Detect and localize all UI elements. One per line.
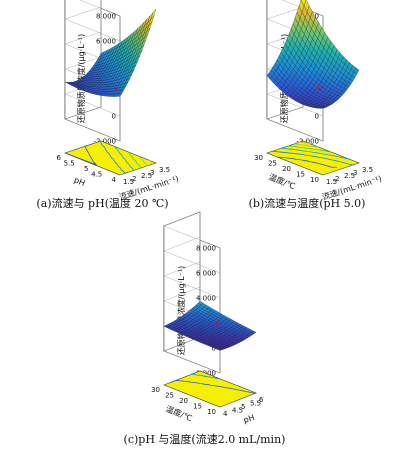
- caption-b: (b)流速与温度(pH 5.0): [248, 197, 366, 210]
- z-gridline: [64, 6, 121, 42]
- x-tick-label: 2: [335, 175, 339, 183]
- x-tick-label: 3.5: [159, 166, 170, 174]
- surface-patch: [250, 330, 257, 334]
- x-tick-label: 2.5: [141, 172, 152, 180]
- surface-patch: [150, 8, 157, 20]
- z-tick-label: 6 000: [196, 270, 216, 278]
- z-gridline: [163, 236, 221, 274]
- response-surface: [163, 301, 257, 351]
- y-tick-label: 6: [57, 154, 62, 162]
- contour-line: [270, 150, 355, 166]
- z-tick-label: 8 000: [196, 245, 216, 253]
- z-tick-label: 0: [212, 345, 216, 353]
- x-tick-label: 3.5: [362, 166, 373, 174]
- z-tick-label: 0: [112, 113, 116, 121]
- x-tick-label: 4.5: [232, 407, 243, 415]
- contour-line: [298, 141, 311, 145]
- contour-line: [99, 140, 127, 175]
- contour-line: [148, 159, 153, 165]
- x-tick-label: 2: [132, 175, 136, 183]
- x-tick-label: 3: [150, 169, 154, 177]
- y-tick-label: 25: [165, 392, 174, 400]
- z-tick-label: -2 000: [296, 138, 319, 146]
- y-tick-label: 10: [310, 176, 319, 184]
- contour-line: [114, 146, 135, 172]
- contour-floor: [163, 370, 257, 408]
- contour-line: [170, 380, 257, 394]
- optimum-point: [214, 321, 218, 325]
- y-tick-label: 4: [112, 176, 117, 184]
- contour-line: [128, 151, 142, 169]
- y-tick-label: 15: [193, 403, 202, 411]
- y-tick-label: 20: [179, 397, 188, 405]
- x-tick-label: 3: [353, 169, 357, 177]
- y-tick-label: 4.5: [91, 171, 102, 179]
- z-axis-label: 还原物质量浓度/(μg·L⁻¹): [176, 266, 186, 356]
- optimum-point: [317, 87, 321, 91]
- y-tick-label: 5.5: [64, 160, 75, 168]
- y-axis-label: 温度/℃: [267, 171, 296, 191]
- y-tick-label: 30: [254, 154, 263, 162]
- y-tick-label: 15: [296, 171, 305, 179]
- contour-line: [293, 143, 319, 148]
- y-tick-label: 25: [268, 160, 277, 168]
- z-gridline: [79, 0, 121, 17]
- z-tick-label: 0: [315, 113, 319, 121]
- y-tick-label: 20: [282, 165, 291, 173]
- contour-lines: [170, 373, 257, 394]
- y-tick-label: 5: [84, 165, 88, 173]
- y-tick-label: 30: [151, 386, 160, 394]
- x-tick-label: 5: [241, 403, 245, 411]
- x-tick-label: 1.5: [326, 178, 337, 186]
- x-tick-label: 2.5: [344, 172, 355, 180]
- z-tick-label: 4 000: [196, 295, 216, 303]
- contour-lines: [64, 140, 153, 175]
- x-tick-label: 5.5: [250, 400, 261, 408]
- caption-a: (a)流速与 pH(温度 20 ℃): [36, 197, 169, 210]
- surface-patch: [353, 67, 360, 75]
- x-tick-label: 1.5: [123, 178, 134, 186]
- z-tick-label: -2 000: [93, 138, 116, 146]
- contour-line: [280, 147, 350, 160]
- contour-line: [189, 373, 220, 380]
- y-tick-label: 10: [207, 408, 216, 416]
- z-gridline: [163, 336, 221, 374]
- y-axis-label: pH: [73, 175, 87, 188]
- contour-line: [287, 145, 332, 153]
- x-axis-label: pH: [242, 413, 255, 425]
- response-surface: [266, 0, 360, 109]
- x-tick-label: 6: [259, 396, 264, 404]
- z-gridline: [64, 106, 121, 142]
- contour-lines: [270, 141, 355, 168]
- optimum-point: [115, 87, 118, 91]
- y-axis-label: 温度/℃: [164, 403, 193, 423]
- z-tick-label: 6 000: [96, 38, 116, 46]
- x-tick-label: 4: [223, 410, 228, 418]
- response-surface: [64, 8, 157, 97]
- z-gridline: [163, 211, 221, 249]
- z-tick-label: 8 000: [96, 13, 116, 21]
- contour-line: [64, 144, 98, 166]
- z-gridline: [163, 261, 221, 299]
- caption-c: (c)pH 与温度(流速2.0 mL/min): [123, 433, 286, 446]
- contour-line: [139, 156, 148, 167]
- z-gridline: [266, 106, 324, 142]
- contour-line: [278, 156, 337, 168]
